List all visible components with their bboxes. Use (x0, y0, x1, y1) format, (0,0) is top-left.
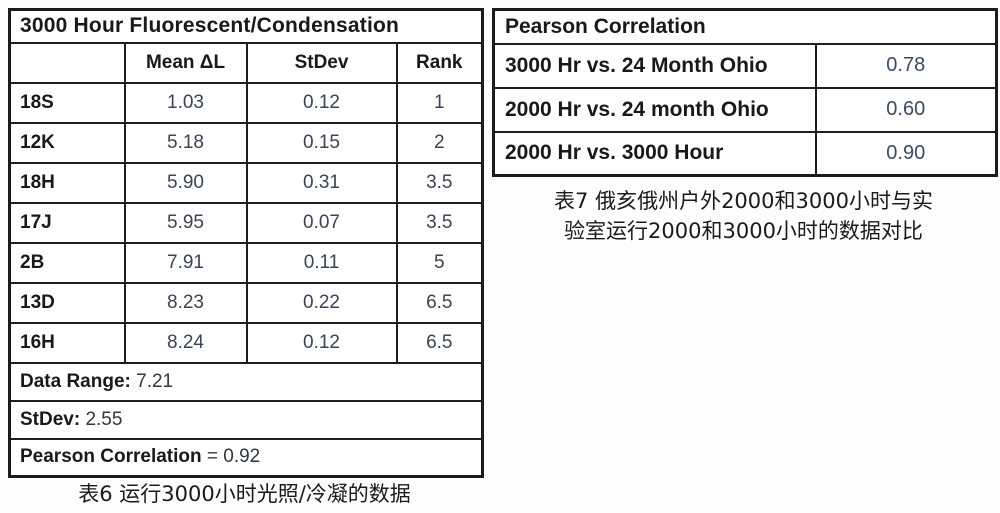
pearson-summary-label: Pearson Correlation (20, 446, 202, 468)
summary-row-stdev: StDev: 2.55 (8, 399, 484, 440)
table-row: 18S 1.03 0.12 1 (8, 81, 484, 124)
column-header-mean-dl: Mean ΔL (123, 41, 248, 84)
table6-title: 3000 Hour Fluorescent/Condensation (8, 8, 484, 44)
correlation-label: 3000 Hr vs. 24 Month Ohio (492, 42, 817, 89)
row-label: 18S (8, 81, 126, 124)
row-label: 2B (8, 241, 126, 284)
table-row: 13D 8.23 0.22 6.5 (8, 281, 484, 324)
mean-cell: 5.95 (123, 201, 248, 244)
mean-cell: 8.24 (123, 321, 248, 364)
row-label: 17J (8, 201, 126, 244)
table7-title: Pearson Correlation (492, 8, 998, 45)
table-pearson-correlation: Pearson Correlation 3000 Hr vs. 24 Month… (492, 8, 999, 177)
table-3000hr-fluorescent-condensation: 3000 Hour Fluorescent/Condensation Mean … (8, 8, 485, 478)
table-row: 2000 Hr vs. 3000 Hour 0.90 (492, 130, 998, 177)
stdev-cell: 0.22 (245, 281, 398, 324)
stdev-cell: 0.12 (245, 321, 398, 364)
stdev-cell: 0.07 (245, 201, 398, 244)
stdev-cell: 0.11 (245, 241, 398, 284)
table-title-row: Pearson Correlation (492, 8, 998, 45)
stdev-cell: 0.12 (245, 81, 398, 124)
table-header-row: Mean ΔL StDev Rank (8, 41, 484, 84)
rank-cell: 6.5 (395, 281, 484, 324)
rank-cell: 6.5 (395, 321, 484, 364)
rank-cell: 1 (395, 81, 484, 124)
data-range-label: Data Range: (20, 370, 131, 392)
table-row: 18H 5.90 0.31 3.5 (8, 161, 484, 204)
stdev-cell: 0.15 (245, 121, 398, 164)
table7-caption-line2: 验室运行2000和3000小时的数据对比 (564, 219, 923, 243)
pearson-summary-value: = 0.92 (201, 446, 261, 468)
mean-cell: 5.18 (123, 121, 248, 164)
correlation-label: 2000 Hr vs. 24 month Ohio (492, 86, 817, 133)
table-title-row: 3000 Hour Fluorescent/Condensation (8, 8, 484, 44)
stdev-cell: 0.31 (245, 161, 398, 204)
rank-cell: 2 (395, 121, 484, 164)
correlation-value: 0.60 (814, 86, 998, 133)
table-row: 17J 5.95 0.07 3.5 (8, 201, 484, 244)
table-row: 3000 Hr vs. 24 Month Ohio 0.78 (492, 42, 998, 89)
table-row: 16H 8.24 0.12 6.5 (8, 321, 484, 364)
table-row: 12K 5.18 0.15 2 (8, 121, 484, 164)
rank-cell: 3.5 (395, 201, 484, 244)
table-row: 2B 7.91 0.11 5 (8, 241, 484, 284)
row-label: 16H (8, 321, 126, 364)
correlation-value: 0.78 (814, 42, 998, 89)
table7-caption: 表7 俄亥俄州户外2000和3000小时与实 验室运行2000和3000小时的数… (492, 186, 995, 246)
mean-cell: 1.03 (123, 81, 248, 124)
mean-cell: 5.90 (123, 161, 248, 204)
table-row: 2000 Hr vs. 24 month Ohio 0.60 (492, 86, 998, 133)
row-label: 12K (8, 121, 126, 164)
column-header-stdev: StDev (245, 41, 398, 84)
column-header-rank: Rank (395, 41, 484, 84)
rank-cell: 3.5 (395, 161, 484, 204)
mean-cell: 7.91 (123, 241, 248, 284)
rank-cell: 5 (395, 241, 484, 284)
stdev-summary-value: 2.55 (80, 408, 123, 430)
stdev-summary-cell: StDev: 2.55 (8, 399, 484, 440)
summary-row-pearson: Pearson Correlation = 0.92 (8, 437, 484, 478)
data-range-value: 7.21 (130, 370, 174, 392)
row-label: 13D (8, 281, 126, 324)
correlation-value: 0.90 (814, 130, 998, 177)
data-range-cell: Data Range: 7.21 (8, 361, 484, 402)
stdev-summary-label: StDev: (20, 408, 81, 430)
mean-cell: 8.23 (123, 281, 248, 324)
correlation-label: 2000 Hr vs. 3000 Hour (492, 130, 817, 177)
column-header-blank (8, 41, 126, 84)
table6-caption: 表6 运行3000小时光照/冷凝的数据 (78, 482, 411, 506)
summary-row-data-range: Data Range: 7.21 (8, 361, 484, 402)
row-label: 18H (8, 161, 126, 204)
pearson-summary-cell: Pearson Correlation = 0.92 (8, 437, 484, 478)
table7-caption-line1: 表7 俄亥俄州户外2000和3000小时与实 (554, 189, 933, 213)
